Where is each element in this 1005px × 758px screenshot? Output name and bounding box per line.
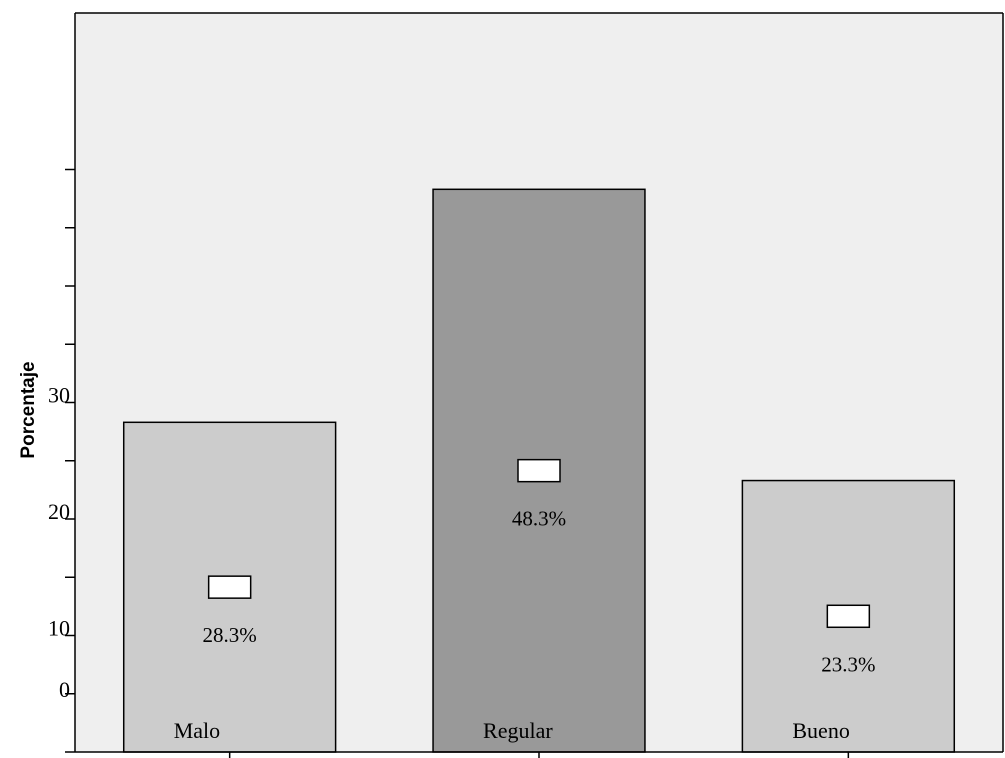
data-label-malo: 28.3% [203,623,257,647]
data-label-regular: 48.3% [512,507,566,531]
y-axis-label: Porcentaje [18,361,39,458]
y-tick-label-10: 10 [48,616,70,641]
y-tick-label-30: 30 [48,383,70,408]
x-axis-ticks [228,752,850,758]
data-label-bueno: 23.3% [821,652,875,676]
category-label-malo: Malo [174,718,220,743]
value-box-bueno [826,604,871,629]
category-label-bueno: Bueno [792,718,849,743]
value-box-malo [207,575,252,599]
y-tick-label-0: 0 [59,677,70,702]
y-axis-ticks: 0 10 20 30 [48,168,75,753]
category-label-regular: Regular [483,718,553,743]
bars: 28.3% Malo 48.3% Regular 23.3% Bueno [122,188,956,753]
value-box-regular [517,458,561,483]
y-tick-label-20: 20 [48,499,70,524]
